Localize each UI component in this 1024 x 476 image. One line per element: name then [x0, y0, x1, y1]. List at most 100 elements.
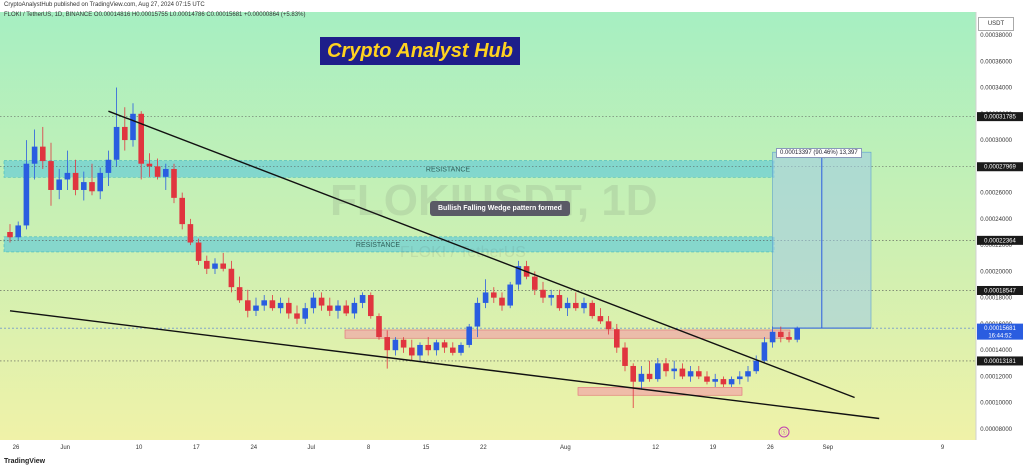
price-label-text: 0.00027969	[984, 165, 1016, 171]
candle	[679, 363, 686, 380]
candle-body	[245, 300, 251, 311]
candle	[359, 292, 366, 309]
candle	[655, 358, 661, 382]
candle	[81, 171, 87, 201]
candle-body	[31, 146, 38, 164]
price-tick-label: 0.00010000	[980, 401, 1012, 407]
candle-body	[499, 297, 505, 306]
candle-body	[507, 284, 513, 306]
price-tick-label: 0.00020000	[980, 269, 1012, 275]
candle-body	[171, 168, 177, 198]
candle	[261, 295, 267, 311]
candle	[769, 326, 776, 348]
candle	[425, 337, 431, 356]
candle	[564, 297, 571, 317]
candle-body	[761, 342, 768, 361]
candle-body	[327, 305, 333, 311]
candle	[245, 289, 251, 318]
candle	[15, 221, 21, 240]
candle	[310, 292, 317, 314]
candle-body	[187, 224, 194, 243]
candle-body	[679, 368, 686, 377]
candle-body	[745, 371, 751, 377]
candle-body	[638, 373, 645, 382]
candle-body	[146, 163, 153, 167]
currency-button[interactable]: USDT	[978, 17, 1014, 31]
candle	[343, 300, 349, 317]
candle-body	[163, 168, 169, 177]
candle-body	[704, 376, 710, 382]
candle	[597, 308, 604, 324]
candle-body	[220, 263, 226, 269]
candle	[589, 300, 595, 319]
candle	[220, 253, 226, 272]
candle	[376, 313, 382, 340]
candle	[687, 365, 694, 382]
candle	[269, 295, 276, 311]
price-label-text: 0.00018547	[984, 288, 1016, 294]
price-tick-label: 0.00034000	[980, 86, 1012, 92]
candle-body	[671, 368, 677, 372]
candle	[48, 142, 54, 206]
candle-body	[105, 159, 112, 173]
wedge-lower-trendline	[9, 310, 880, 420]
candle-body	[113, 126, 120, 160]
time-tick-label: 17	[193, 445, 200, 451]
candle	[548, 289, 554, 306]
time-tick-label: Aug	[560, 445, 571, 451]
candle	[195, 238, 202, 265]
candle	[704, 371, 710, 385]
candle	[138, 111, 144, 180]
candle	[97, 167, 103, 200]
symbol-watermark-sub: FLOKI / TetherUS	[400, 244, 526, 261]
candle	[204, 255, 210, 275]
brand-banner: Crypto Analyst Hub	[320, 37, 520, 65]
candle-body	[72, 172, 79, 190]
candle-body	[384, 337, 390, 351]
price-tick-label: 0.00018000	[980, 296, 1012, 302]
candle	[187, 218, 194, 246]
time-tick-label: 10	[136, 445, 143, 451]
tradingview-logo: TradingView	[4, 458, 46, 465]
candle	[31, 129, 38, 180]
candle	[794, 326, 800, 343]
price-tick-label: 0.00026000	[980, 191, 1012, 197]
candle-body	[409, 347, 415, 356]
candle	[638, 365, 645, 390]
candle	[318, 292, 325, 311]
candle-body	[400, 339, 407, 348]
price-label-text: 0.00015681	[984, 326, 1016, 332]
candle-body	[564, 302, 571, 309]
price-tick-label: 0.00038000	[980, 33, 1012, 39]
time-axis-panel	[0, 440, 1024, 460]
candle	[630, 363, 636, 408]
symbol-watermark: FLOKIUSDT, 1D	[330, 176, 658, 225]
candle	[761, 337, 768, 364]
candle-body	[696, 371, 702, 377]
candle-body	[540, 289, 546, 298]
pattern-callout: Bullish Falling Wedge pattern formed	[430, 201, 570, 216]
candle	[409, 339, 415, 361]
candle-body	[450, 347, 456, 353]
candle-body	[368, 295, 374, 317]
candle	[105, 150, 112, 187]
candle-body	[343, 305, 349, 314]
candle	[351, 297, 358, 319]
time-tick-label: 12	[652, 445, 659, 451]
time-tick-label: 8	[367, 445, 371, 451]
resistance-zone-label: RESISTANCE	[356, 242, 401, 249]
event-icon[interactable]: ⓢ	[778, 426, 790, 438]
candle-body	[548, 295, 554, 298]
time-tick-label: 19	[710, 445, 717, 451]
candle	[737, 371, 743, 385]
candle-body	[310, 297, 317, 309]
candle	[171, 163, 177, 204]
candle-body	[786, 337, 792, 340]
price-tick-label: 0.00036000	[980, 59, 1012, 65]
candle	[573, 292, 579, 311]
candle-body	[458, 344, 464, 353]
price-label-text: 0.00013181	[984, 359, 1016, 365]
candle-body	[474, 302, 481, 327]
